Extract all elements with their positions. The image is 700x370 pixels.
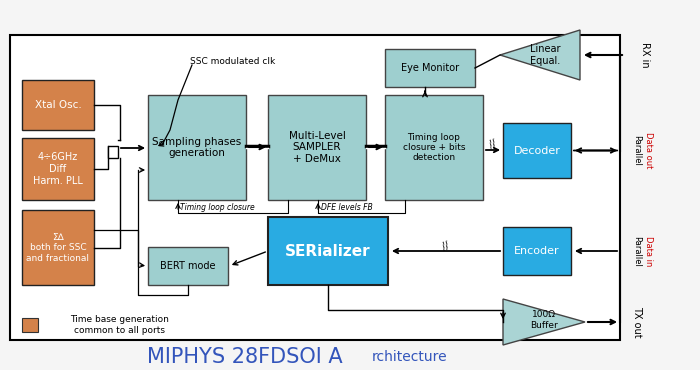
Polygon shape (500, 30, 580, 80)
Text: Decoder: Decoder (514, 145, 561, 155)
Text: 100Ω
Buffer: 100Ω Buffer (530, 310, 558, 330)
Polygon shape (503, 299, 585, 345)
Text: Xtal Osc.: Xtal Osc. (34, 100, 81, 110)
Text: Multi-Level
SAMPLER
+ DeMux: Multi-Level SAMPLER + DeMux (288, 131, 345, 164)
Text: Sampling phases
generation: Sampling phases generation (153, 137, 241, 158)
Bar (268, 95, 366, 200)
Bar (10, 35, 620, 340)
Text: Eye Monitor: Eye Monitor (401, 63, 459, 73)
Text: Σ∆
both for SSC
and fractional: Σ∆ both for SSC and fractional (27, 233, 90, 263)
Text: 4÷6GHz
Diff
Harm. PLL: 4÷6GHz Diff Harm. PLL (33, 152, 83, 186)
Text: RX in: RX in (640, 42, 650, 68)
Text: Parallel: Parallel (633, 135, 641, 166)
Text: Encoder: Encoder (514, 246, 560, 256)
Bar (385, 49, 475, 87)
Text: rchitecture: rchitecture (372, 350, 447, 364)
Text: SERializer: SERializer (285, 243, 371, 259)
Bar (268, 217, 388, 285)
Text: Linear
Equal.: Linear Equal. (530, 44, 560, 66)
Bar (108, 146, 118, 158)
Bar (22, 210, 94, 285)
Bar (22, 138, 94, 200)
Bar (148, 95, 246, 200)
Text: Parallel: Parallel (633, 236, 641, 266)
Bar (385, 95, 483, 200)
Text: SSC modulated clk: SSC modulated clk (190, 57, 275, 67)
Text: Data in: Data in (643, 236, 652, 266)
Bar (503, 227, 571, 275)
Text: //: // (488, 138, 498, 150)
Text: MIPHYS 28FDSOI A: MIPHYS 28FDSOI A (147, 347, 343, 367)
Bar (148, 247, 228, 285)
Bar (22, 80, 94, 130)
Bar (503, 123, 571, 178)
Text: Data out: Data out (643, 132, 652, 169)
Text: //: // (441, 240, 450, 252)
Text: DFE levels FB: DFE levels FB (321, 202, 372, 212)
Text: BERT mode: BERT mode (160, 261, 216, 271)
Bar (22, 318, 38, 332)
Text: Timing loop closure: Timing loop closure (180, 202, 254, 212)
Text: Time base generation
common to all ports: Time base generation common to all ports (71, 315, 169, 335)
Text: Timing loop
closure + bits
detection: Timing loop closure + bits detection (402, 132, 466, 162)
Text: TX out: TX out (632, 306, 642, 338)
